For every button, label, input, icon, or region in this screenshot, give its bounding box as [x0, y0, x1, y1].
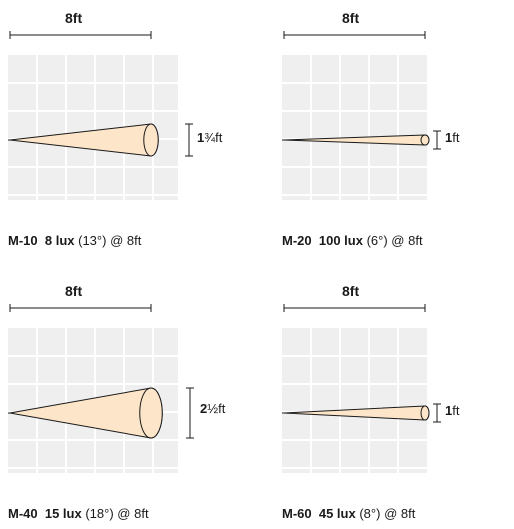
distance: @ 8ft — [110, 233, 142, 248]
beam-diagram-svg — [8, 31, 193, 200]
height-unit: ft — [452, 130, 460, 145]
lux-value: 100 lux — [318, 233, 363, 248]
distance: @ 8ft — [384, 506, 416, 521]
height-label: 1ft — [445, 403, 459, 418]
caption: M-40 15 lux (18°) @ 8ft — [8, 506, 149, 521]
distance: @ 8ft — [117, 506, 149, 521]
beam-end — [420, 405, 430, 421]
width-label: 8ft — [65, 10, 83, 26]
width-label: 8ft — [342, 283, 360, 299]
height-fraction: ½ — [207, 401, 219, 416]
beam-diagram-svg — [282, 304, 441, 473]
height-unit: ft — [215, 130, 223, 145]
height-fraction: ¾ — [204, 130, 216, 145]
beam-end — [139, 387, 163, 439]
caption: M-20 100 lux (6°) @ 8ft — [282, 233, 423, 248]
caption: M-10 8 lux (13°) @ 8ft — [8, 233, 141, 248]
height-value: 1 — [445, 403, 453, 418]
height-unit: ft — [452, 403, 460, 418]
beam-diagram-svg — [8, 304, 194, 473]
model-name: M-60 — [282, 506, 312, 521]
model-name: M-10 — [8, 233, 38, 248]
beam-angle: (18°) — [85, 506, 114, 521]
beam-diagram-m40: 8ft 2½ft M-40 15 lux (18°) @ 8ft — [8, 273, 248, 523]
model-name: M-40 — [8, 506, 38, 521]
beam-angle: (6°) — [366, 233, 388, 248]
beam-end — [420, 134, 430, 146]
beam-diagram-m10: 8ft 1¾ft M-10 8 lux (13°) @ 8ft — [8, 0, 248, 250]
height-label: 1¾ft — [197, 130, 222, 145]
height-value: 2 — [200, 401, 208, 416]
beam-angle: (8°) — [359, 506, 381, 521]
height-label: 1ft — [445, 130, 459, 145]
height-value: 1 — [197, 130, 205, 145]
height-label: 2½ft — [200, 401, 225, 416]
distance: @ 8ft — [391, 233, 423, 248]
height-value: 1 — [445, 130, 453, 145]
grid-background — [282, 328, 427, 473]
height-unit: ft — [218, 401, 226, 416]
beam-diagram-m20: 8ft 1ft M-20 100 lux (6°) @ 8ft — [282, 0, 514, 250]
lux-value: 15 lux — [44, 506, 82, 521]
beam-diagram-svg — [282, 31, 441, 200]
model-name: M-20 — [282, 233, 312, 248]
width-label: 8ft — [342, 10, 360, 26]
beam-diagram-m60: 8ft 1ft M-60 45 lux (8°) @ 8ft — [282, 273, 514, 523]
beam-end — [143, 123, 159, 157]
lux-value: 45 lux — [318, 506, 356, 521]
width-label: 8ft — [65, 283, 83, 299]
beam-angle: (13°) — [78, 233, 107, 248]
grid-background — [282, 55, 427, 200]
lux-value: 8 lux — [44, 233, 75, 248]
caption: M-60 45 lux (8°) @ 8ft — [282, 506, 415, 521]
